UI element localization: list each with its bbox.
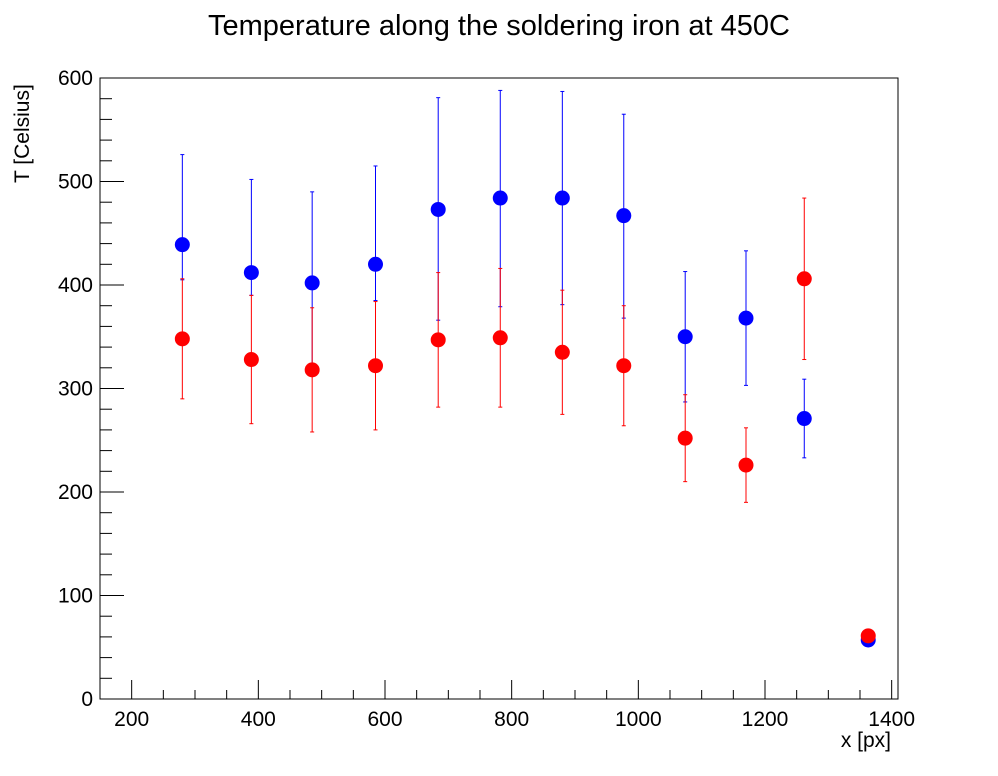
y-tick-label: 400 <box>58 274 93 297</box>
data-point <box>304 362 320 378</box>
y-tick-label: 600 <box>58 67 93 90</box>
x-tick-label: 1200 <box>742 708 789 731</box>
y-tick-label: 300 <box>58 378 93 401</box>
data-point <box>796 411 812 427</box>
data-point <box>796 271 812 287</box>
y-axis-label: T [Celsius] <box>11 84 34 183</box>
data-point <box>174 237 190 253</box>
x-tick-label: 800 <box>494 708 529 731</box>
data-point <box>616 358 632 374</box>
x-axis-label: x [px] <box>840 729 891 752</box>
data-point <box>243 352 259 368</box>
data-point <box>368 256 383 272</box>
data-point <box>738 310 754 326</box>
x-tick-label: 1000 <box>615 708 662 731</box>
chart-title: Temperature along the soldering iron at … <box>208 10 790 42</box>
data-point <box>492 330 508 346</box>
x-tick-label: 200 <box>114 708 149 731</box>
data-point <box>616 208 632 224</box>
data-point <box>174 331 190 347</box>
x-tick-label: 400 <box>241 708 276 731</box>
data-point <box>554 344 570 360</box>
data-point <box>554 190 570 206</box>
data-point <box>860 628 876 644</box>
data-point <box>368 358 383 374</box>
y-tick-label: 200 <box>58 481 93 504</box>
data-point <box>304 275 320 291</box>
data-point <box>738 457 754 473</box>
data-point <box>677 329 693 345</box>
x-tick-label: 600 <box>367 708 402 731</box>
axes: 200 400 600 800 1000 1200 1400 0 100 200 300 400 500… <box>58 67 915 731</box>
data-point <box>677 430 693 446</box>
x-tick-label: 1400 <box>868 708 915 731</box>
series-1 <box>174 89 876 648</box>
series-group <box>174 89 876 648</box>
y-tick-label: 0 <box>81 688 93 711</box>
data-point <box>492 190 508 206</box>
plot-frame <box>99 77 899 700</box>
series-2 <box>174 197 876 644</box>
y-tick-label: 500 <box>58 171 93 194</box>
y-tick-label: 100 <box>58 585 93 608</box>
data-point <box>243 265 259 281</box>
data-point <box>430 332 446 348</box>
data-point <box>430 201 446 217</box>
